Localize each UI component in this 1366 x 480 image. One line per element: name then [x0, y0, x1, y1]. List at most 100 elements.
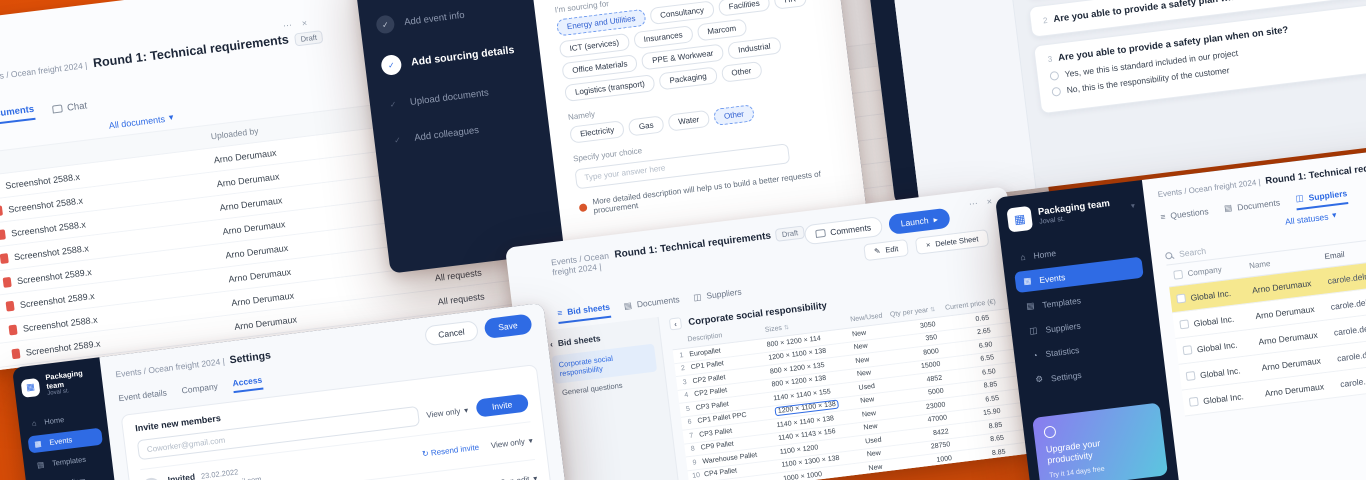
- sidebar-item-icon: ▤: [36, 460, 45, 470]
- sidebar-item-icon: ▤: [1025, 300, 1035, 311]
- step-check-icon: ✓: [375, 14, 396, 35]
- tab-icon: ▤: [1223, 202, 1233, 214]
- status-badge: Draft: [775, 225, 805, 242]
- wizard-step[interactable]: ✓ Add event info: [375, 0, 519, 35]
- settings-tab[interactable]: Access: [231, 374, 264, 394]
- chevron-down-icon: ▾: [1130, 200, 1136, 210]
- utility-chip[interactable]: Electricity: [569, 120, 626, 144]
- chevron-down-icon: ▾: [528, 435, 534, 446]
- team-switcher[interactable]: ▦ Packaging team Joval st.: [20, 368, 96, 400]
- role-dropdown[interactable]: View only ▾: [425, 405, 469, 420]
- launch-icon: ▸: [932, 213, 939, 225]
- utility-chip[interactable]: Gas: [627, 115, 665, 137]
- tab[interactable]: ▤ Documents: [1223, 196, 1281, 214]
- chevron-down-icon: ▾: [168, 111, 174, 123]
- checkbox[interactable]: [1175, 293, 1186, 304]
- hint-emoji-icon: [578, 202, 588, 212]
- file-icon: [0, 252, 9, 264]
- tab-icon: ≡: [1159, 210, 1167, 222]
- tab[interactable]: ≡ Questions: [1159, 205, 1209, 222]
- breadcrumb: Events / Ocean freight 2024 |: [114, 356, 226, 380]
- tab-chat[interactable]: Chat: [51, 100, 88, 115]
- step-check-icon: ✓: [389, 99, 397, 109]
- category-chip[interactable]: Energy and Utilities: [556, 8, 647, 37]
- page-title: Settings: [228, 349, 272, 367]
- member-role-dropdown[interactable]: Can edit ▾: [499, 473, 538, 480]
- more-icon[interactable]: ⋯: [968, 198, 979, 210]
- sort-icon[interactable]: ⇅: [929, 307, 936, 314]
- lightbulb-icon: [1043, 424, 1057, 439]
- wizard-step[interactable]: ✓ Upload documents: [385, 81, 529, 112]
- utility-chip[interactable]: Other: [713, 104, 755, 126]
- back-icon[interactable]: ‹: [549, 338, 554, 350]
- sidebar-item-icon: ▦: [1022, 275, 1032, 287]
- checkbox[interactable]: [1188, 396, 1199, 407]
- step-check-icon: ✓: [380, 53, 403, 77]
- tab-icon: ◫: [1294, 192, 1305, 204]
- edit-icon: ✎: [873, 246, 881, 257]
- page-title: Round 1: Technical requirements: [1264, 157, 1366, 187]
- question-number: 3: [1047, 54, 1053, 65]
- category-chip[interactable]: Industrial: [727, 36, 782, 60]
- category-chip[interactable]: PPE & Workwear: [641, 43, 725, 71]
- tab[interactable]: ≡ Bid sheets: [556, 301, 612, 325]
- suppliers-window: ▦ Packaging team Joval st. ▾ ⌂ Home ▦ Ev…: [995, 141, 1366, 480]
- more-icon[interactable]: ⋯: [282, 19, 293, 31]
- checkbox[interactable]: [1172, 269, 1183, 280]
- utility-chip[interactable]: Water: [667, 109, 711, 132]
- file-icon: [0, 228, 6, 240]
- category-chip[interactable]: ICT (services): [558, 32, 630, 59]
- tab-icon: ≡: [556, 307, 563, 319]
- radio-icon[interactable]: [1049, 70, 1060, 81]
- resend-invite-link[interactable]: ↻ Resend invite: [421, 442, 480, 459]
- status-filter-dropdown[interactable]: All statuses ▾: [1284, 209, 1338, 227]
- radio-icon[interactable]: [1051, 86, 1062, 97]
- category-chip[interactable]: Facilities: [717, 0, 771, 17]
- checkbox[interactable]: [1185, 371, 1196, 382]
- tab-icon: ▤: [623, 299, 633, 311]
- sidebar-item-icon: ▦: [33, 439, 43, 450]
- category-chip[interactable]: Packaging: [658, 66, 718, 91]
- status-badge: Draft: [293, 30, 324, 47]
- collapse-button[interactable]: ‹: [668, 317, 683, 331]
- file-icon: [8, 324, 18, 335]
- team-logo-icon: ▦: [20, 377, 41, 398]
- checkbox[interactable]: [1181, 345, 1192, 356]
- sidebar-item-icon: ⌂: [31, 418, 37, 429]
- step-check-icon: ✓: [393, 134, 402, 145]
- tab[interactable]: ◫ Suppliers: [692, 286, 743, 302]
- tab-icon: ◫: [692, 290, 702, 302]
- category-chip[interactable]: Other: [720, 61, 763, 83]
- cancel-button[interactable]: Cancel: [424, 320, 479, 347]
- question-number: 2: [1042, 16, 1049, 26]
- member-role-dropdown[interactable]: View only ▾: [490, 435, 534, 450]
- checkbox[interactable]: [1178, 319, 1189, 330]
- chevron-down-icon: ▾: [532, 473, 538, 480]
- category-chip[interactable]: Consultancy: [649, 0, 715, 26]
- category-chip[interactable]: HR: [773, 0, 807, 10]
- wizard-step[interactable]: ✓ Add sourcing details: [380, 39, 524, 77]
- sidebar-item-icon: ⌂: [1019, 251, 1027, 263]
- sidebar-item-icon: ◫: [1028, 324, 1039, 336]
- tab[interactable]: ◫ Suppliers: [1294, 187, 1349, 211]
- settings-tab[interactable]: Company: [181, 381, 219, 396]
- file-icon: [2, 276, 12, 288]
- access-card: Invite new members View only ▾ Invite C …: [120, 364, 553, 480]
- category-chip[interactable]: Office Materials: [561, 54, 639, 81]
- chat-icon: [51, 104, 63, 114]
- category-chip[interactable]: Insurances: [632, 25, 694, 50]
- page-title: Round 1: Technical requirements: [92, 32, 290, 71]
- wizard-step[interactable]: ✓ Add colleagues: [390, 116, 534, 147]
- invite-button[interactable]: Invite: [474, 393, 530, 418]
- save-button[interactable]: Save: [483, 313, 533, 340]
- tab[interactable]: ▤ Documents: [623, 294, 681, 311]
- edit-button[interactable]: ✎ Edit: [863, 238, 910, 262]
- settings-tab[interactable]: Event details: [117, 387, 168, 404]
- upgrade-card[interactable]: Upgrade your productivity Try it 14 days …: [1032, 402, 1169, 480]
- team-switcher[interactable]: ▦ Packaging team Joval st. ▾: [1006, 193, 1136, 233]
- sort-icon[interactable]: ⇅: [783, 325, 790, 332]
- category-chip[interactable]: Marcom: [696, 18, 748, 42]
- file-icon: [0, 204, 3, 216]
- sidebar-item-icon: ⚙: [1034, 373, 1044, 385]
